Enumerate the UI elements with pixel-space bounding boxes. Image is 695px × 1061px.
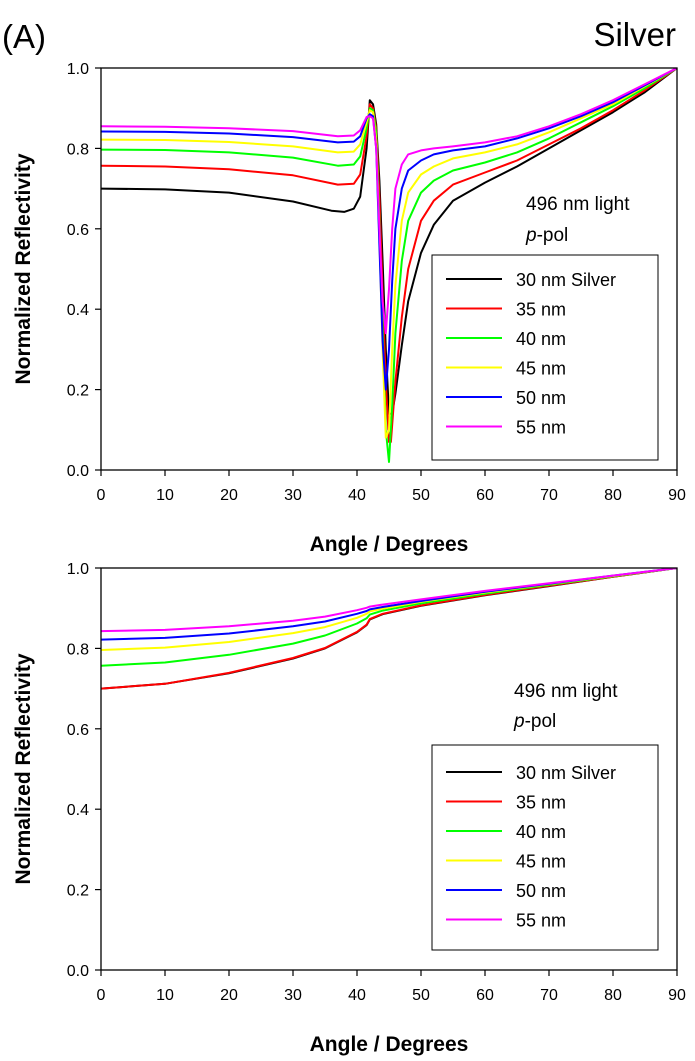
legend-label-1: 30 nm Silver: [516, 763, 616, 783]
annotation-polarization: p-pol: [513, 711, 556, 732]
x-tick-label: 50: [412, 987, 430, 1004]
x-axis-title: Angle / Degrees: [310, 533, 469, 556]
x-tick-label: 20: [220, 487, 238, 504]
y-tick-label: 1.0: [67, 61, 89, 78]
y-tick-label: 0.4: [67, 802, 89, 819]
legend-label-2: 35 nm: [516, 300, 566, 320]
legend-box: [431, 744, 659, 951]
y-tick-label: 0.4: [67, 302, 89, 319]
x-tick-label: 70: [540, 987, 558, 1004]
x-tick-label: 0: [97, 987, 106, 1004]
x-tick-label: 40: [348, 987, 366, 1004]
series-line-6: [101, 568, 677, 633]
series-line-2: [101, 68, 677, 443]
y-tick-label: 0.6: [67, 722, 89, 739]
annotation-polarization-rest: -pol: [537, 225, 569, 246]
x-tick-label: 80: [604, 987, 622, 1004]
series-line-4: [101, 68, 677, 439]
annotation-polarization-rest: -pol: [525, 711, 557, 732]
legend-label-3: 40 nm: [516, 329, 566, 349]
x-tick-label: 50: [412, 487, 430, 504]
annotation-wavelength: 496 nm light: [514, 681, 618, 702]
legend-label-1: 30 nm Silver: [516, 270, 616, 290]
legend-label-6: 55 nm: [516, 418, 566, 438]
x-tick-label: 60: [476, 987, 494, 1004]
x-axis-title: Angle / Degrees: [310, 1033, 469, 1056]
legend-label-6: 55 nm: [516, 911, 566, 931]
legend-label-3: 40 nm: [516, 822, 566, 842]
annotation-polarization: p-pol: [525, 225, 568, 246]
y-tick-label: 0.2: [67, 383, 89, 400]
chart-title: Silver: [593, 16, 676, 53]
plot-frame: [100, 567, 678, 971]
x-tick-label: 10: [156, 987, 174, 1004]
x-tick-label: 40: [348, 487, 366, 504]
x-tick-label: 30: [284, 487, 302, 504]
y-axis-title: Normalized Reflectivity: [12, 653, 35, 884]
annotation-wavelength: 496 nm light: [526, 194, 630, 215]
legend-label-4: 45 nm: [516, 852, 566, 872]
y-axis-title: Normalized Reflectivity: [12, 153, 35, 384]
y-tick-label: 0.6: [67, 222, 89, 239]
x-tick-label: 30: [284, 987, 302, 1004]
x-tick-label: 20: [220, 987, 238, 1004]
legend-label-4: 45 nm: [516, 359, 566, 379]
legend-label-2: 35 nm: [516, 793, 566, 813]
x-tick-label: 10: [156, 487, 174, 504]
series-line-6: [101, 68, 677, 335]
y-tick-label: 0.0: [67, 963, 89, 980]
y-tick-label: 0.2: [67, 883, 89, 900]
x-tick-label: 70: [540, 487, 558, 504]
reflectivity-chart-bottom: 0 10 20 30 40 50 60 70 80 90 0.0 0.2 0.4 0.6 0.8 1.0 Ang…: [12, 561, 686, 1056]
series-line-5: [101, 68, 677, 391]
y-tick-label: 0.8: [67, 141, 89, 158]
x-tick-label: 0: [97, 487, 106, 504]
annotation-polarization-italic: p: [513, 711, 525, 732]
x-tick-label: 90: [668, 487, 686, 504]
series-group: [101, 568, 677, 690]
y-tick-label: 0.8: [67, 641, 89, 658]
legend-label-5: 50 nm: [516, 388, 566, 408]
x-tick-label: 80: [604, 487, 622, 504]
legend-label-5: 50 nm: [516, 881, 566, 901]
annotation-polarization-italic: p: [525, 225, 537, 246]
series-line-3: [101, 68, 677, 463]
reflectivity-chart-top: 0 10 20 30 40 50 60 70 80 90 0.0 0.2 0.4 0.6 0.8 1.0 Ang…: [12, 61, 686, 556]
x-tick-label: 60: [476, 487, 494, 504]
panel-label: (A): [2, 18, 46, 55]
x-tick-label: 90: [668, 987, 686, 1004]
plot-frame: [100, 67, 678, 471]
series-group: [101, 68, 677, 463]
y-tick-label: 0.0: [67, 463, 89, 480]
y-tick-label: 1.0: [67, 561, 89, 578]
series-line-3: [101, 568, 677, 667]
